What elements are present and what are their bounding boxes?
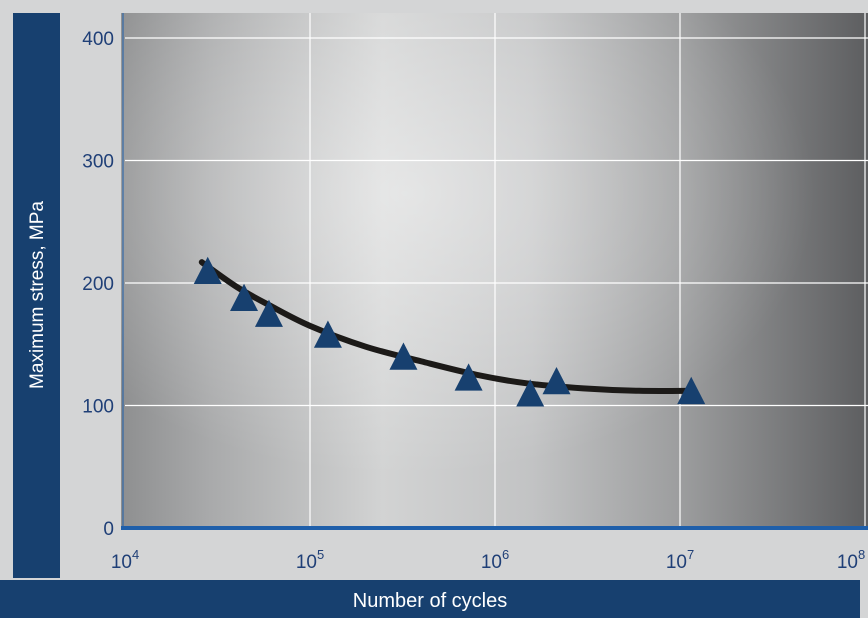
y-tick-label: 400 — [82, 29, 114, 50]
x-tick-label: 104 — [111, 547, 139, 573]
axes — [121, 13, 868, 530]
x-tick-label: 108 — [837, 547, 865, 573]
grid — [125, 13, 868, 528]
y-axis-title-bar — [13, 13, 60, 578]
fit-curve — [198, 259, 698, 394]
data-point-triangle — [454, 363, 483, 391]
y-tick-label: 100 — [82, 397, 114, 418]
data-point-triangle — [516, 379, 545, 407]
data-markers — [193, 256, 706, 407]
y-tick-label: 0 — [103, 519, 114, 540]
data-point-triangle — [389, 342, 418, 370]
y-axis-title: Maximum stress, MPa — [27, 201, 48, 389]
data-point-triangle — [677, 376, 706, 405]
data-point-triangle — [542, 367, 571, 395]
x-tick-label: 107 — [666, 547, 694, 573]
x-axis-title: Number of cycles — [353, 590, 508, 612]
data-point-triangle — [193, 256, 222, 285]
y-tick-label: 300 — [82, 152, 114, 173]
tick-labels: 0 100 200 300 400 104 105 106 107 108 — [82, 29, 865, 573]
x-tick-label: 106 — [481, 547, 509, 573]
fit-curve-group — [198, 259, 698, 394]
data-point-triangle — [313, 320, 342, 348]
data-point-triangle — [254, 299, 283, 327]
x-axis-title-bar — [0, 580, 860, 618]
y-tick-label: 200 — [82, 274, 114, 295]
data-point-triangle — [230, 283, 259, 311]
x-tick-label: 105 — [296, 547, 324, 573]
